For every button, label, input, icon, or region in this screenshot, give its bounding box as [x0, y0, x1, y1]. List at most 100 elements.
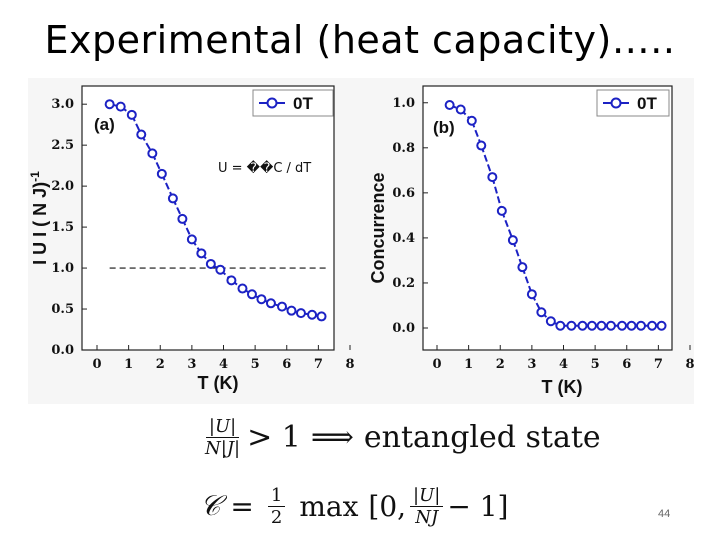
data-point — [126, 109, 137, 120]
y-tick-label: 2.5 — [51, 138, 74, 153]
data-point — [205, 258, 216, 269]
panel-label: (b) — [433, 118, 455, 137]
data-point — [277, 301, 288, 312]
data-point — [215, 264, 226, 275]
concurrence-symbol: 𝒞 — [200, 489, 221, 522]
data-point — [147, 148, 158, 159]
max-operator: max — [299, 489, 359, 523]
series-line-segment — [500, 210, 514, 241]
x-tick-label: 2 — [156, 357, 165, 372]
y-tick-label: 1.5 — [51, 220, 74, 235]
data-point — [566, 320, 577, 331]
one-half-fraction: 1 2 — [267, 485, 286, 528]
data-point — [617, 320, 628, 331]
y-tick-label: 0.5 — [51, 302, 74, 317]
x-tick-label: 7 — [654, 357, 663, 372]
data-point — [545, 316, 556, 327]
data-point — [647, 320, 658, 331]
data-point — [626, 320, 637, 331]
x-axis-label: T (K) — [542, 377, 583, 397]
series-line-segment — [491, 176, 503, 212]
legend-marker — [610, 97, 622, 109]
data-point — [265, 298, 276, 309]
data-point — [167, 193, 178, 204]
page-number: 44 — [658, 508, 671, 520]
fraction-numerator-2: |U| — [410, 485, 444, 507]
x-tick-label: 4 — [219, 357, 228, 372]
panel-a: 0.0 0.5 1.0 1.5 2.0 2.5 3.0 0 1 2 3 4 5 6 7 8 U = ��C / … — [28, 85, 355, 393]
u-over-nj-fraction-2: |U| NJ — [410, 485, 444, 528]
data-point — [487, 172, 498, 183]
u-over-nj-fraction: |U| N|J| — [202, 416, 243, 459]
y-tick-label: 2.0 — [51, 179, 74, 194]
data-point — [444, 100, 455, 111]
data-point — [656, 320, 667, 331]
data-point — [104, 99, 115, 110]
data-point — [316, 311, 327, 322]
heat-capacity-annotation: U = ��C / dT — [218, 159, 311, 176]
x-tick-label: 1 — [464, 357, 473, 372]
half-denominator: 2 — [270, 506, 283, 528]
x-tick-label: 1 — [124, 357, 133, 372]
x-tick-label: 5 — [251, 357, 260, 372]
data-point — [605, 320, 616, 331]
bracket-close: − 1] — [447, 489, 509, 523]
data-point — [586, 320, 597, 331]
x-tick-label: 2 — [496, 357, 505, 372]
x-tick-label: 0 — [92, 357, 101, 372]
series-line-segment — [480, 145, 494, 178]
y-tick-label: 1.0 — [51, 261, 74, 276]
data-point — [237, 283, 248, 294]
data-point — [115, 101, 126, 112]
data-point — [226, 275, 237, 286]
data-point — [536, 307, 547, 318]
legend-marker — [266, 97, 278, 109]
y-axis-label-superscript: -1 — [28, 171, 42, 182]
data-point — [196, 248, 207, 259]
y-tick-label: 3.0 — [51, 97, 74, 112]
inequality: > 1 — [247, 419, 301, 455]
y-tick-label: 0.6 — [392, 186, 415, 201]
plot-frame — [422, 85, 673, 351]
data-point — [246, 289, 257, 300]
panel-label: (a) — [94, 115, 115, 134]
data-point — [466, 115, 477, 126]
x-tick-label: 3 — [187, 357, 196, 372]
data-point — [476, 140, 487, 151]
data-point — [507, 235, 518, 246]
y-tick-label: 0.2 — [392, 276, 415, 291]
data-point — [156, 168, 167, 179]
fraction-denominator-2: NJ — [415, 506, 439, 528]
fraction-numerator: |U| — [205, 416, 240, 438]
fraction-denominator: N|J| — [205, 437, 241, 459]
panel-b: 0.0 0.2 0.4 0.6 0.8 1.0 0 1 2 3 4 5 6 7 8 0T (b) T (K) Con… — [368, 85, 695, 397]
y-tick-label: 0.0 — [392, 321, 415, 336]
data-point — [555, 320, 566, 331]
bracket-open: [0, — [368, 489, 407, 523]
data-point — [286, 305, 297, 316]
concurrence-equation: 𝒞 = 1 2 max [0, |U| NJ − 1] — [200, 478, 508, 534]
legend-label: 0T — [293, 94, 313, 113]
x-axis-label: T (K) — [198, 373, 239, 393]
equals-sign: = — [230, 489, 254, 523]
data-point — [596, 320, 607, 331]
legend-label: 0T — [637, 94, 657, 113]
x-tick-label: 7 — [314, 357, 323, 372]
data-point — [517, 262, 528, 273]
data-point — [635, 320, 646, 331]
y-axis-label: I U I ( N J)-1 — [28, 171, 50, 265]
data-point — [256, 294, 267, 305]
x-tick-label: 3 — [527, 357, 536, 372]
x-tick-label: 0 — [432, 357, 441, 372]
data-point — [455, 104, 466, 115]
slide-title: Experimental (heat capacity)….. — [44, 18, 676, 62]
x-tick-label: 5 — [591, 357, 600, 372]
data-point — [295, 308, 306, 319]
y-tick-label: 0.0 — [51, 343, 74, 358]
half-numerator: 1 — [267, 485, 286, 507]
entangled-state-text: entangled state — [363, 419, 601, 455]
entanglement-criterion-equation: |U| N|J| > 1 ⟹ entangled state — [198, 408, 601, 466]
implies-arrow: ⟹ — [310, 419, 354, 455]
data-point — [186, 234, 197, 245]
